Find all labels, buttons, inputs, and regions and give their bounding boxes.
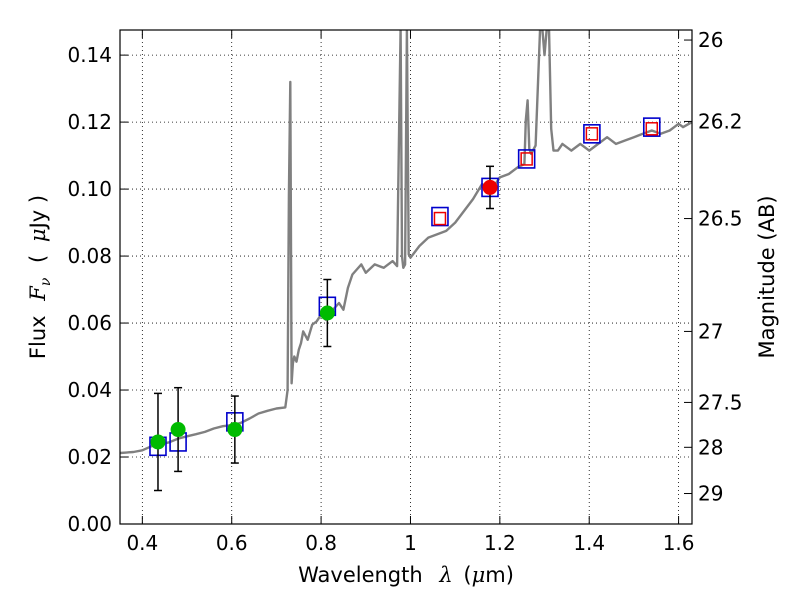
plot-frame: [119, 29, 693, 525]
magnitude-tick-labels: 26 26.2 26.5 27 27.5 28 29: [698, 28, 743, 505]
model-photometry-marker: [642, 117, 661, 137]
observed-nir-point: [482, 179, 498, 195]
y-tick-label: 0.10: [67, 177, 112, 201]
observed-optical-point: [319, 305, 335, 321]
y-tick-label: 0.06: [67, 311, 112, 335]
y-axis-label-unit-rest: Jy ): [26, 195, 50, 231]
x-tick-labels: 0.4 0.6 0.8 1 1.2 1.4 1.6: [126, 531, 694, 555]
y-tick-label: 0.04: [67, 378, 112, 402]
mag-tick-label: 26.5: [698, 207, 743, 231]
x-axis-label-unit-mu: μ: [472, 563, 486, 587]
observed-optical-point: [150, 434, 166, 450]
observed-optical-point: [227, 422, 243, 438]
y2-axis-label: Magnitude (AB): [755, 195, 779, 358]
mag-tick-label: 26: [698, 28, 723, 52]
mag-tick-label: 27.5: [698, 390, 743, 414]
data-layer: [120, 30, 692, 492]
y-axis-label-unit-open: (: [26, 255, 50, 263]
x-tick-label: 0.8: [305, 531, 337, 555]
mag-tick-label: 26.2: [698, 109, 743, 133]
model-photometry-marker: [517, 149, 536, 169]
x-tick-label: 1.4: [573, 531, 605, 555]
x-tick-label: 1.2: [484, 531, 516, 555]
y-axis-label-sub: ν: [38, 277, 54, 286]
observed-optical-point: [170, 422, 186, 438]
upper-limit-marker: [585, 127, 599, 141]
y-axis-label-text: Flux: [26, 315, 50, 359]
mag-tick-label: 27: [698, 319, 723, 343]
upper-limit-marker: [645, 122, 659, 136]
model-photometry-marker: [583, 124, 601, 144]
x-axis-label-unit-open: (: [463, 563, 471, 587]
model-photometry-marker: [431, 206, 449, 227]
y-tick-label: 0.12: [67, 110, 112, 134]
y-tick-label: 0.00: [67, 512, 112, 536]
y-axis-label-symbol: F: [26, 285, 50, 302]
mag-tick-label: 29: [698, 482, 723, 506]
x-tick-label: 0.4: [126, 531, 158, 555]
spectrum-line: [120, 30, 692, 455]
y-tick-label: 0.08: [67, 244, 112, 268]
y-tick-label: 0.02: [67, 445, 112, 469]
y-axis-label: Flux Fν ( μJy ): [26, 195, 55, 359]
upper-limit-marker: [433, 211, 447, 226]
y-tick-label: 0.14: [67, 43, 112, 67]
x-axis-label: Wavelength λ (μm): [298, 563, 514, 587]
y-axis-label-unit-mu: μ: [26, 228, 50, 242]
x-axis-label-unit-rest: m): [485, 563, 514, 587]
x-axis-label-symbol: λ: [438, 563, 452, 587]
x-tick-label: 1.6: [663, 531, 695, 555]
x-tick-label: 0.6: [216, 531, 248, 555]
x-axis-label-text: Wavelength: [298, 563, 423, 587]
x-tick-label: 1: [404, 531, 417, 555]
mag-tick-label: 28: [698, 435, 723, 459]
y-tick-labels: 0.00 0.02 0.04 0.06 0.08 0.10 0.12 0.14: [67, 43, 112, 536]
upper-limit-marker: [520, 152, 533, 166]
ticks: [120, 30, 692, 525]
